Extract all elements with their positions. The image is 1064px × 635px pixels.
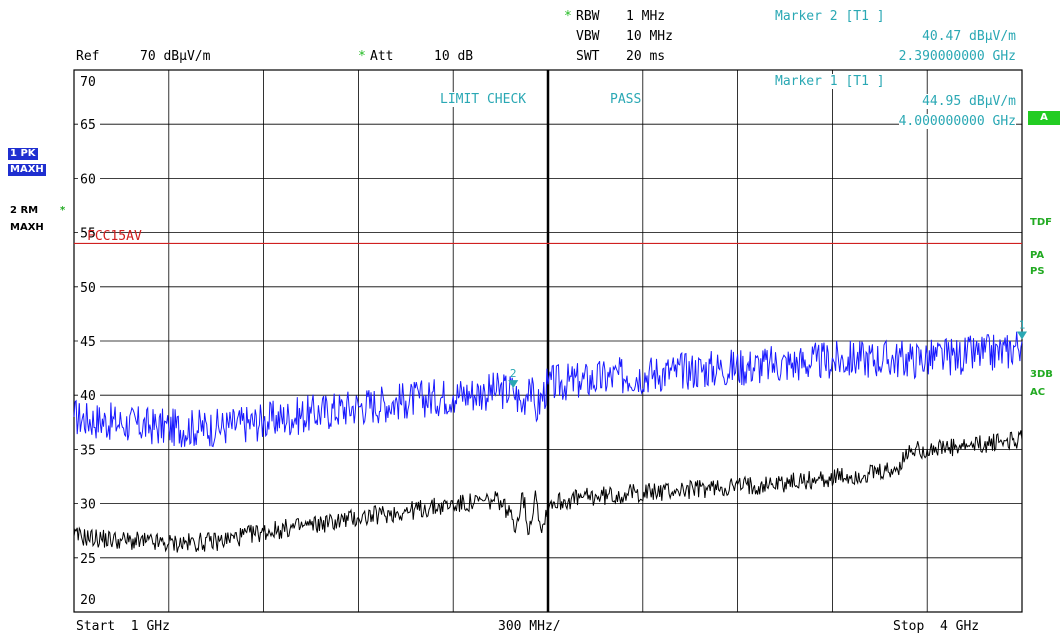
- y-tick-label: 45: [80, 335, 96, 350]
- y-tick-label: 50: [80, 281, 96, 296]
- marker-1-id: 1: [1019, 319, 1026, 332]
- swt-label: SWT: [576, 49, 600, 64]
- tdf-indicator: TDF: [1030, 217, 1052, 228]
- y-tick-label: 65: [80, 118, 96, 133]
- limit-check-label: LIMIT CHECK: [440, 92, 527, 107]
- swt-value: 20 ms: [626, 49, 666, 64]
- 3db-indicator: 3DB: [1030, 369, 1053, 380]
- y-tick-label: 25: [80, 552, 96, 567]
- limit-line-label: FCC15AV: [87, 229, 142, 244]
- pa-indicator: PA: [1030, 250, 1045, 261]
- trace2-mode: MAXH: [10, 222, 44, 233]
- ref-label: Ref: [76, 49, 100, 64]
- y-tick-label-bg: [78, 442, 100, 458]
- plot-grid: [73, 69, 1023, 613]
- a-indicator: A: [1028, 111, 1060, 125]
- stop-frequency: Stop 4 GHz: [893, 619, 980, 634]
- y-tick-label: 35: [80, 443, 96, 458]
- y-tick-label-bg: [78, 171, 100, 187]
- rbw-value: 1 MHz: [626, 9, 666, 24]
- trace1-label: 1 PK: [8, 148, 38, 160]
- start-frequency: Start 1 GHz: [76, 619, 170, 634]
- trace1-mode: MAXH: [8, 164, 46, 176]
- limit-check-result: PASS: [610, 92, 642, 107]
- traces-group: [73, 331, 1023, 553]
- y-tick-label-bg: [78, 592, 100, 607]
- marker-2-id: 2: [510, 367, 517, 380]
- marker2-freq: 2.390000000 GHz: [898, 49, 1016, 64]
- marker2-level: 40.47 dBµV/m: [922, 29, 1016, 44]
- y-tick-label-bg: [78, 225, 100, 241]
- y-tick-label: 20: [80, 593, 96, 608]
- span-per-division: 300 MHz/: [498, 619, 561, 634]
- y-tick-labels: 20 25 30 35 40 45 50 55 60 65 70: [78, 74, 100, 608]
- att-value: 10 dB: [434, 49, 474, 64]
- y-tick-label: 70: [80, 75, 96, 90]
- marker-2-triangle: [508, 380, 519, 389]
- att-label: Att: [370, 49, 394, 64]
- y-tick-label-bg: [78, 388, 100, 404]
- marker-1-triangle: [1017, 331, 1027, 340]
- y-tick-label: 60: [80, 172, 96, 187]
- y-tick-label-bg: [78, 550, 100, 566]
- trace-2-rm: [73, 430, 1023, 553]
- y-tick-label-bg: [78, 334, 100, 349]
- rbw-star: *: [564, 9, 572, 24]
- ps-indicator: PS: [1030, 266, 1045, 277]
- vbw-label: VBW: [576, 29, 600, 44]
- ref-value: 70 dBµV/m: [140, 49, 211, 64]
- trace-1-pk: [73, 331, 1023, 448]
- y-tick-label: 30: [80, 498, 96, 513]
- rbw-label: RBW: [576, 9, 600, 24]
- y-tick-label: 40: [80, 389, 96, 404]
- marker1-level: 44.95 dBµV/m: [922, 94, 1016, 109]
- att-star: *: [358, 49, 366, 64]
- vbw-value: 10 MHz: [626, 29, 673, 44]
- trace2-label: 2 RM: [10, 205, 39, 216]
- y-tick-label-bg: [78, 74, 100, 89]
- ac-indicator: AC: [1030, 387, 1046, 398]
- marker-points-group: 21: [508, 319, 1027, 389]
- y-tick-label-bg: [78, 117, 100, 133]
- marker1-title: Marker 1 [T1 ]: [775, 74, 885, 89]
- y-tick-label-bg: [78, 279, 100, 295]
- y-tick-label-bg: [78, 496, 100, 512]
- marker1-freq: 4.000000000 GHz: [898, 114, 1016, 129]
- trace2-star: *: [60, 205, 66, 216]
- marker2-title: Marker 2 [T1 ]: [775, 9, 885, 24]
- y-tick-label: 55: [80, 227, 96, 242]
